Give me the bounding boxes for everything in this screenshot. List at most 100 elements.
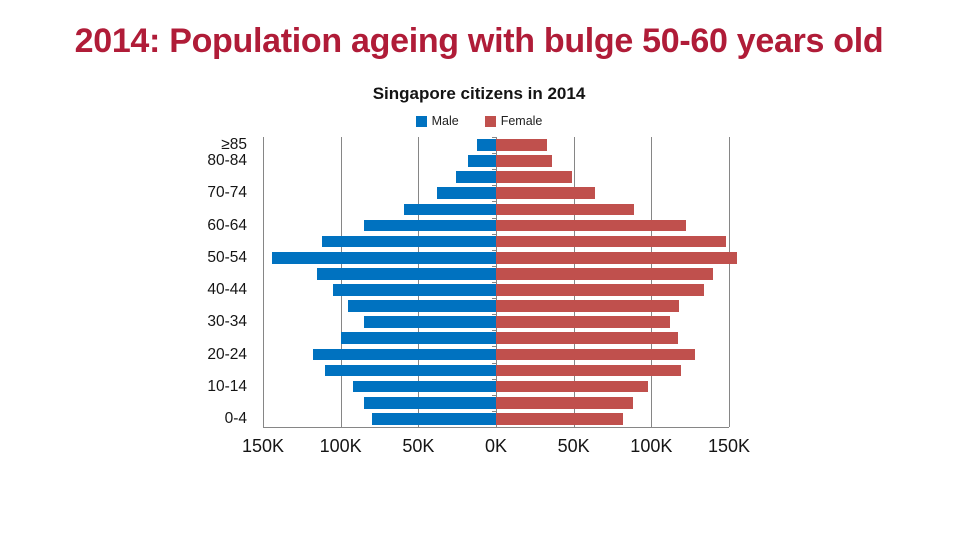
y-axis-tick: [492, 153, 496, 155]
pyramid-row-5-9: [263, 394, 729, 411]
y-axis-tick: [492, 265, 496, 267]
bar-male-30-34: [363, 316, 496, 328]
y-axis-tick: [492, 410, 496, 412]
y-axis-tick: [492, 330, 496, 332]
page-title: 2014: Population ageing with bulge 50-60…: [74, 22, 884, 60]
bar-female-40-44: [496, 284, 705, 296]
bar-male-55-59: [322, 235, 496, 248]
pyramid-row-80-84: [263, 153, 729, 169]
y-axis-label-10-14: 10-14: [207, 377, 247, 395]
pyramid-row-35-39: [263, 298, 729, 314]
y-axis-label-0-4: 0-4: [224, 409, 247, 427]
y-axis-tick: [492, 185, 496, 187]
bar-male-0-4: [371, 412, 496, 425]
pyramid-row-20-24: [263, 346, 729, 362]
plot-area: [263, 137, 737, 428]
pyramid-row-50-54: [263, 249, 737, 266]
x-axis-label-3: 0K: [484, 436, 508, 456]
pyramid-row-25-29: [263, 330, 729, 346]
y-axis-tick: [492, 249, 496, 251]
y-axis-label-40-44: 40-44: [207, 281, 247, 299]
gridline-0K: [496, 137, 497, 427]
x-axis-label-0: 150K: [241, 436, 285, 456]
pyramid-row-30-34: [263, 314, 729, 330]
pyramid-row-75-79: [263, 169, 729, 185]
gridline-150K-male: [263, 137, 264, 427]
legend-label: Male: [431, 114, 459, 128]
gridline-150K-female: [729, 137, 730, 427]
bar-female-50-54: [496, 251, 737, 264]
y-axis-label-50-54: 50-54: [207, 248, 247, 266]
y-axis-tick: [492, 346, 496, 348]
bar-female-35-39: [496, 300, 680, 312]
pyramid-row-55-59: [263, 233, 729, 250]
y-axis-tick: [492, 169, 496, 171]
bar-female-25-29: [496, 332, 678, 345]
bar-male-65-69: [404, 203, 496, 216]
bar-male-45-49: [317, 267, 496, 280]
bar-male-≥85: [477, 139, 496, 151]
population-pyramid-chart: Singapore citizens in 2014 Male Female 0-…: [0, 84, 958, 484]
y-axis-label-20-24: 20-24: [207, 345, 247, 363]
pyramid-row-70-74: [263, 185, 729, 201]
bar-female-5-9: [496, 396, 633, 409]
x-axis-label-5: 100K: [630, 436, 673, 456]
y-axis-label-70-74: 70-74: [207, 184, 247, 202]
bar-male-50-54: [272, 251, 496, 264]
bar-female-45-49: [496, 267, 714, 280]
y-axis-tick: [492, 298, 496, 300]
legend-swatch-male-icon: [415, 115, 427, 127]
bar-male-60-64: [363, 219, 496, 232]
pyramid-row-65-69: [263, 201, 729, 217]
legend-entry-male[interactable]: Male: [415, 114, 459, 128]
bar-female-10-14: [496, 380, 649, 393]
y-axis-labels: 0-4 10-14 20-24 30-34 40-44 50-54 60-64 70-74 80…: [100, 136, 255, 427]
pyramid-row-45-49: [263, 265, 729, 282]
gridline-50K-male: [418, 137, 420, 427]
bar-female-60-64: [496, 219, 686, 232]
bar-female-65-69: [496, 203, 635, 216]
pyramid-row-≥85: [263, 137, 729, 153]
y-axis-tick: [492, 378, 496, 380]
gridline-100K-male: [340, 137, 342, 427]
y-axis-label-30-34: 30-34: [207, 313, 247, 331]
x-axis-label-2: 50K: [402, 436, 435, 456]
y-axis-tick: [492, 394, 496, 396]
bar-female-70-74: [496, 187, 596, 200]
legend-entry-female[interactable]: Female: [484, 114, 543, 128]
bar-male-5-9: [363, 396, 496, 409]
bar-female-75-79: [496, 171, 573, 183]
pyramid-row-10-14: [263, 378, 729, 395]
y-axis-tick: [492, 217, 496, 219]
bar-male-10-14: [353, 380, 496, 393]
bar-male-40-44: [332, 284, 496, 296]
bar-female-30-34: [496, 316, 670, 328]
gridline-50K-female: [573, 137, 575, 427]
gridline-100K-female: [651, 137, 653, 427]
y-axis-label-80-84: 80-84: [207, 152, 247, 170]
x-axis-label-1: 100K: [319, 436, 362, 456]
bar-female-≥85: [496, 139, 548, 151]
bar-male-70-74: [436, 187, 496, 200]
pyramid-row-60-64: [263, 217, 729, 234]
bar-male-35-39: [348, 300, 496, 312]
y-axis-tick: [492, 314, 496, 316]
chart-title: Singapore citizens in 2014: [372, 84, 586, 103]
legend-label: Female: [500, 114, 543, 128]
x-axis-label-4: 50K: [557, 436, 590, 456]
legend-swatch-female-icon: [484, 115, 496, 127]
pyramid-row-15-19: [263, 362, 729, 379]
bar-female-0-4: [496, 412, 624, 425]
x-axis-line: [263, 427, 729, 428]
y-axis-label-60-64: 60-64: [207, 216, 247, 234]
bar-male-80-84: [468, 155, 496, 167]
pyramid-row-0-4: [263, 410, 729, 427]
bar-female-15-19: [496, 364, 681, 377]
bar-male-75-79: [455, 171, 496, 183]
chart-legend: Male Female: [0, 114, 958, 128]
pyramid-row-40-44: [263, 282, 729, 298]
y-axis-tick: [492, 137, 496, 138]
y-axis-tick: [492, 362, 496, 364]
y-axis-tick: [492, 233, 496, 235]
